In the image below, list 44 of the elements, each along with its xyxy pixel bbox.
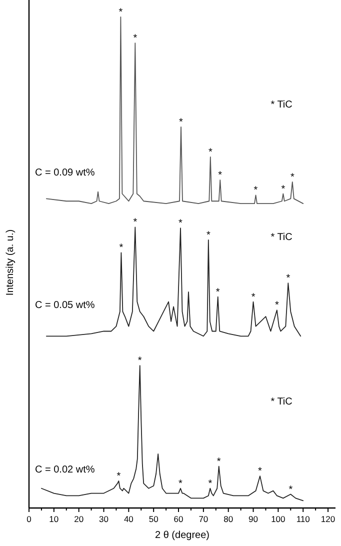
annotation: * (251, 292, 256, 303)
x-tick-label: 90 (248, 514, 258, 524)
annotation: * (206, 230, 210, 241)
annotation: * (218, 170, 222, 182)
annotation: * (286, 273, 290, 284)
annotation: * (133, 217, 138, 228)
annotation: * (133, 33, 138, 44)
x-tick-label: 100 (271, 514, 286, 524)
x-tick-label: 40 (124, 514, 134, 524)
series-label: C = 0.09 wt% (35, 168, 95, 179)
annotation: * (208, 146, 212, 158)
annotation: * (281, 184, 286, 195)
x-tick-label: 20 (74, 514, 84, 524)
annotation: * (216, 286, 220, 298)
annotation: * (178, 218, 183, 230)
annotation: * TiC (270, 232, 292, 244)
annotation: * (119, 242, 124, 254)
annotation: * (216, 456, 221, 468)
annotation: * (274, 300, 279, 312)
text: C = 0.05 wt% (35, 300, 95, 312)
annotation: * (208, 478, 212, 490)
annotation: * TiC (270, 100, 292, 111)
x-tick-label: 70 (198, 514, 208, 524)
series-label: C = 0.02 wt% (35, 464, 95, 476)
x-tick-label: 80 (224, 514, 234, 524)
annotation: * (116, 470, 121, 482)
annotation: * (178, 478, 183, 490)
annotation: * (288, 484, 293, 496)
x-tick-label: 0 (26, 514, 32, 524)
x-tick-label: 30 (99, 514, 109, 524)
annotation: * (179, 116, 184, 128)
annotation: * (290, 172, 294, 183)
annotation: * TiC (270, 396, 292, 408)
x-tick-label: 10 (49, 514, 59, 524)
x-tick-label: 60 (174, 514, 184, 524)
annotation: * (138, 356, 142, 367)
y-axis-title: Intensity (a. u.) (5, 229, 16, 296)
x-tick-label: 110 (296, 514, 310, 524)
x-axis-title: 2 θ (degree) (155, 530, 210, 541)
annotation: * (118, 7, 123, 18)
x-tick-label: 50 (148, 514, 159, 524)
annotation: * (254, 185, 258, 196)
annotation: * (258, 466, 262, 478)
x-tick-label: 120 (320, 514, 336, 524)
